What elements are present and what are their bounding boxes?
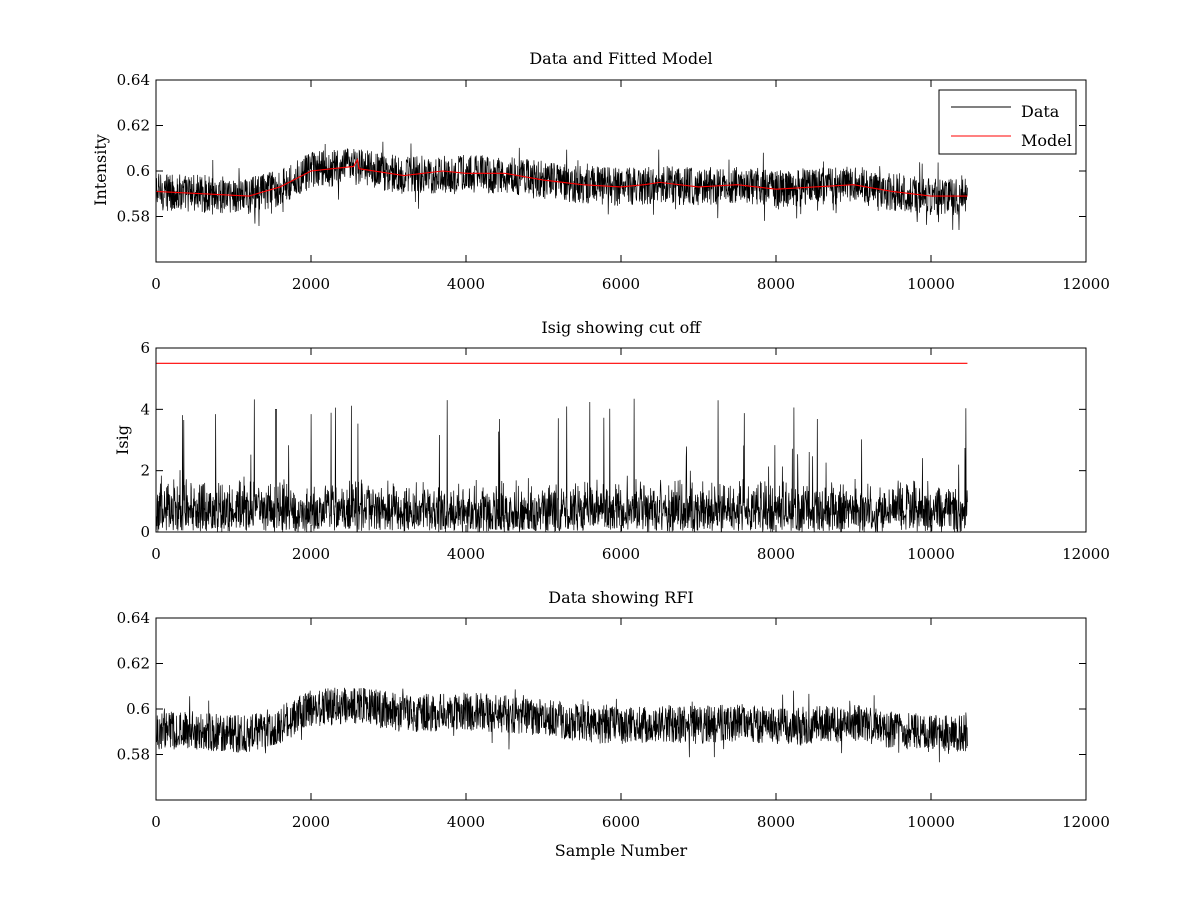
series-line-s0 [156,687,968,763]
y-tick-label: 0.62 [117,117,150,135]
plot-area: 0 2000 4000 6000 8000 10000 12000 0.58 0.6 0.62 0.… [117,71,1110,293]
axes-box [155,617,1087,801]
panel-isig: Isig showing cut off Isig 0 2000 4000 6000 8… [113,318,1110,563]
series-group [156,687,968,763]
legend-label-model: Model [1021,131,1072,150]
x-tick-label: 4000 [447,813,485,831]
y-tick-label: 0.58 [117,746,150,764]
y-tick-label: 0.58 [117,208,150,226]
series-line-s0 [156,398,968,532]
x-tick-label: 8000 [757,813,795,831]
x-tick-label: 0 [151,813,161,831]
x-tick-label: 4000 [447,275,485,293]
x-axis-label: Sample Number [555,841,688,860]
x-tick-label: 6000 [602,545,640,563]
x-tick-label: 2000 [292,275,330,293]
x-tick-label: 10000 [907,813,955,831]
x-tick-label: 10000 [907,275,955,293]
x-tick-label: 6000 [602,275,640,293]
x-tick-label: 0 [151,275,161,293]
x-tick-label: 4000 [447,545,485,563]
x-tick-label: 2000 [292,545,330,563]
chart-title: Data showing RFI [548,588,693,607]
series-group [156,141,968,231]
y-tick-label: 0.64 [117,71,150,89]
y-tick-label: 2 [140,462,150,480]
y-tick-label: 4 [140,400,150,418]
legend-label-data: Data [1021,102,1060,121]
y-axis-label: Intensity [91,134,110,206]
x-tick-label: 12000 [1062,813,1110,831]
x-tick-label: 12000 [1062,545,1110,563]
x-tick-label: 0 [151,545,161,563]
x-tick-label: 8000 [757,275,795,293]
y-tick-label: 0 [140,523,150,541]
panel-data-rfi: Data showing RFI Sample Number 0 2000 4000… [117,588,1110,860]
legend-box [938,89,1077,155]
y-tick-label: 0.62 [117,655,150,673]
plot-area: 0 2000 4000 6000 8000 10000 12000 0.58 0.6 0.62 0.… [117,609,1110,831]
x-tick-label: 8000 [757,545,795,563]
panel-data-and-model: Data and Fitted Model Intensity 0 2000 400… [91,49,1110,293]
legend: Data Model [938,89,1077,155]
plot-area: 0 2000 4000 6000 8000 10000 12000 0 2 4 6 [140,339,1109,563]
series-line-model [156,158,968,197]
x-tick-label: 2000 [292,813,330,831]
x-tick-label: 6000 [602,813,640,831]
x-tick-label: 12000 [1062,275,1110,293]
y-tick-label: 0.64 [117,609,150,627]
y-axis-label: Isig [113,425,132,455]
y-tick-label: 0.6 [126,162,150,180]
series-line-data [156,141,968,231]
series-group [156,362,968,532]
y-tick-label: 6 [140,339,150,357]
y-tick-label: 0.6 [126,700,150,718]
chart-title: Data and Fitted Model [529,49,712,68]
x-tick-label: 10000 [907,545,955,563]
chart-title: Isig showing cut off [541,318,702,337]
